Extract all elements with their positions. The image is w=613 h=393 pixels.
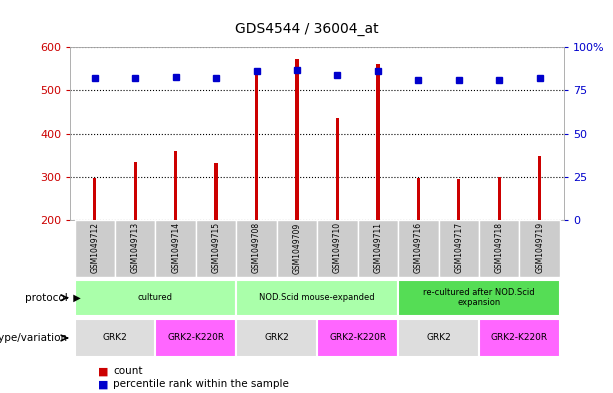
Text: GSM1049718: GSM1049718	[495, 222, 504, 274]
Text: GSM1049713: GSM1049713	[131, 222, 140, 274]
Text: ■: ■	[98, 379, 109, 389]
Bar	[538, 156, 541, 220]
Text: count: count	[113, 366, 143, 376]
Bar	[277, 220, 318, 277]
Text: GRK2: GRK2	[426, 334, 451, 342]
Text: NOD.Scid mouse-expanded: NOD.Scid mouse-expanded	[259, 293, 375, 302]
Text: GSM1049712: GSM1049712	[90, 222, 99, 274]
Text: percentile rank within the sample: percentile rank within the sample	[113, 379, 289, 389]
Text: cultured: cultured	[138, 293, 173, 302]
Text: GSM1049709: GSM1049709	[292, 222, 302, 274]
Bar	[75, 280, 237, 316]
Bar	[398, 220, 438, 277]
Bar	[318, 319, 398, 357]
Bar	[75, 220, 115, 277]
Text: GSM1049710: GSM1049710	[333, 222, 342, 274]
Text: GSM1049717: GSM1049717	[454, 222, 463, 274]
Text: protocol: protocol	[25, 293, 67, 303]
Bar	[196, 220, 237, 277]
Text: GRK2: GRK2	[102, 334, 128, 342]
Text: GDS4544 / 36004_at: GDS4544 / 36004_at	[235, 22, 378, 36]
Bar	[237, 220, 277, 277]
Bar	[376, 64, 379, 220]
Bar	[398, 319, 479, 357]
Text: GSM1049716: GSM1049716	[414, 222, 423, 274]
Bar	[115, 220, 156, 277]
Bar	[479, 319, 560, 357]
Bar	[295, 59, 299, 220]
Bar	[438, 220, 479, 277]
Text: GRK2-K220R: GRK2-K220R	[167, 334, 224, 342]
Bar	[519, 220, 560, 277]
Text: GSM1049715: GSM1049715	[211, 222, 221, 274]
Text: GSM1049708: GSM1049708	[252, 222, 261, 274]
Bar	[156, 220, 196, 277]
Bar	[174, 151, 177, 220]
Text: GRK2-K220R: GRK2-K220R	[329, 334, 386, 342]
Text: ■: ■	[98, 366, 109, 376]
Text: GSM1049719: GSM1049719	[535, 222, 544, 274]
Bar	[255, 73, 258, 220]
Text: GRK2: GRK2	[264, 334, 289, 342]
Bar	[318, 220, 357, 277]
Text: ▶: ▶	[67, 293, 81, 303]
Text: GRK2-K220R: GRK2-K220R	[491, 334, 548, 342]
Bar	[156, 319, 237, 357]
Bar	[237, 280, 398, 316]
Text: re-cultured after NOD.Scid
expansion: re-cultured after NOD.Scid expansion	[423, 288, 535, 307]
Bar	[498, 177, 501, 220]
Bar	[215, 163, 218, 220]
Bar	[134, 162, 137, 220]
Bar	[357, 220, 398, 277]
Text: GSM1049711: GSM1049711	[373, 222, 383, 274]
Bar	[417, 178, 420, 220]
Bar	[336, 119, 339, 220]
Bar	[457, 180, 460, 220]
Bar	[75, 319, 156, 357]
Bar	[479, 220, 519, 277]
Bar	[237, 319, 318, 357]
Bar	[398, 280, 560, 316]
Text: GSM1049714: GSM1049714	[171, 222, 180, 274]
Bar	[93, 178, 96, 220]
Text: genotype/variation: genotype/variation	[0, 333, 67, 343]
